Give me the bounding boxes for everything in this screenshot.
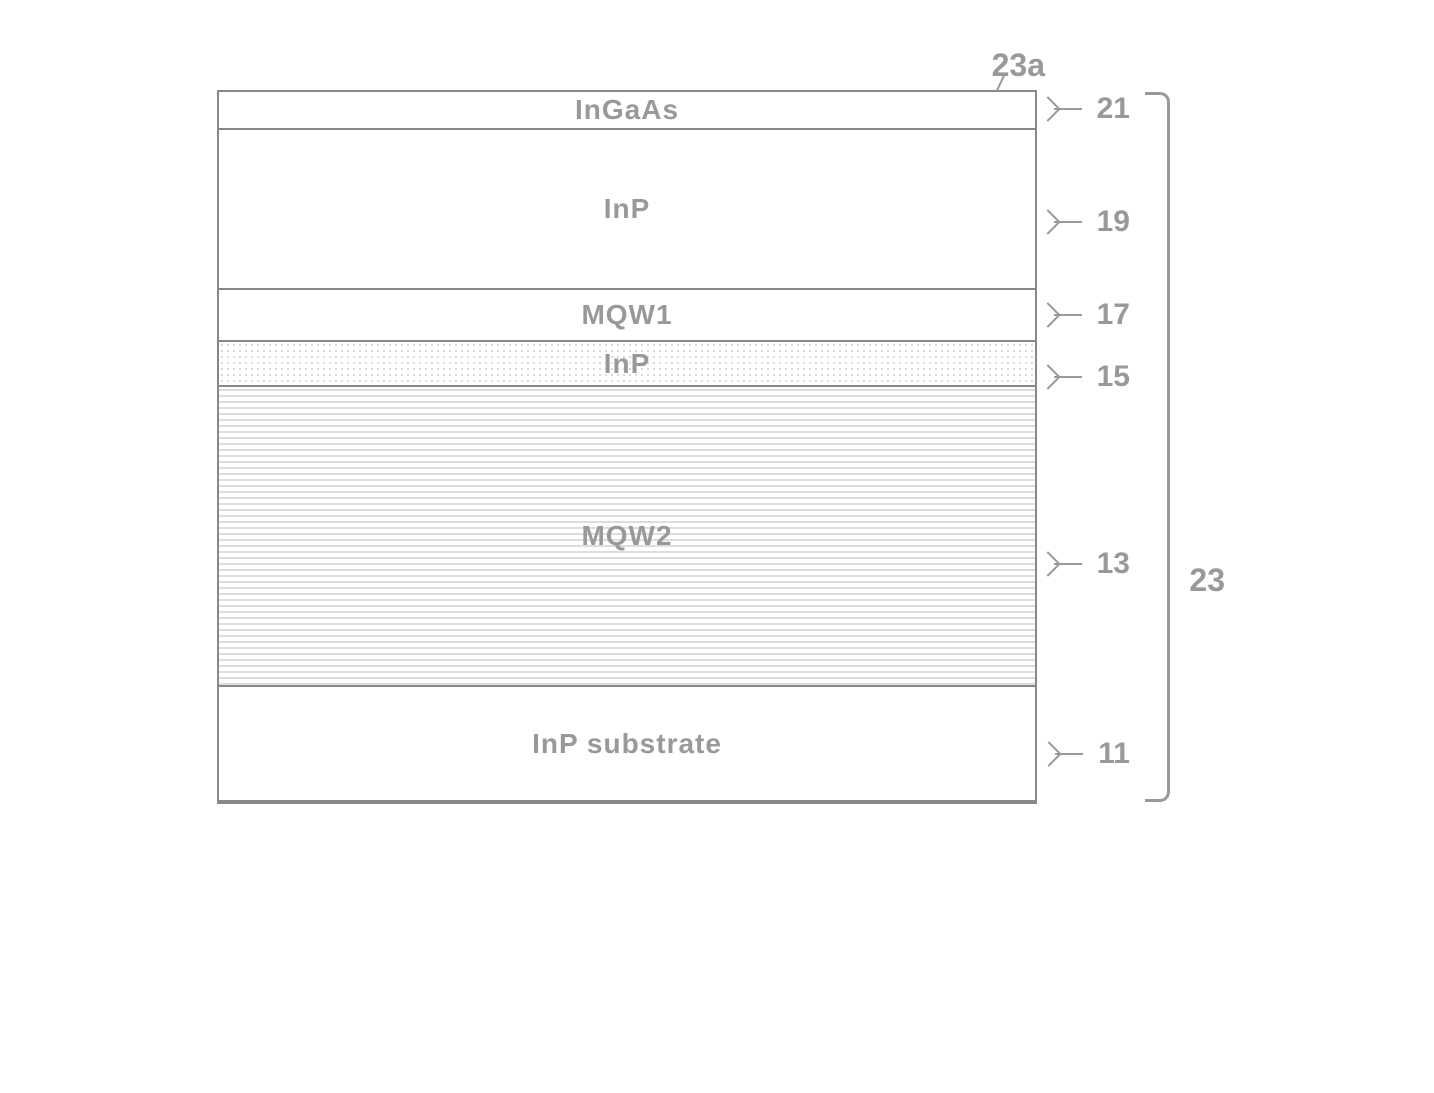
side-number: 13	[1097, 547, 1130, 581]
tick-mark	[1055, 753, 1090, 755]
side-number: 21	[1097, 92, 1130, 126]
layer-label-5: InP substrate	[532, 728, 722, 760]
layer-0: InGaAs21	[219, 92, 1035, 130]
bracket-label: 23	[1189, 562, 1225, 599]
layer-5: InP substrate11	[219, 687, 1035, 802]
layer-label-4: MQW2	[581, 520, 672, 552]
tick-mark	[1054, 563, 1089, 565]
side-label-0: 21	[1054, 92, 1130, 126]
side-label-4: 13	[1054, 547, 1130, 581]
tick-mark	[1054, 221, 1089, 223]
layer-label-3: InP	[604, 348, 651, 380]
layer-label-0: InGaAs	[575, 94, 679, 126]
layer-stack: 23a InGaAs21InP19MQW117InP15MQW213InP su…	[217, 90, 1037, 804]
side-label-2: 17	[1054, 298, 1130, 332]
side-label-1: 19	[1054, 205, 1130, 239]
stack-bracket	[1145, 92, 1170, 802]
side-number: 15	[1097, 360, 1130, 394]
layer-label-2: MQW1	[581, 299, 672, 331]
layer-2: MQW117	[219, 290, 1035, 342]
tick-mark	[1054, 314, 1089, 316]
side-number: 19	[1097, 205, 1130, 239]
side-number: 17	[1097, 298, 1130, 332]
layer-3: InP15	[219, 342, 1035, 387]
layer-4: MQW213	[219, 387, 1035, 687]
layer-1: InP19	[219, 130, 1035, 290]
layer-label-1: InP	[604, 193, 651, 225]
layer-stack-diagram: 23a InGaAs21InP19MQW117InP15MQW213InP su…	[217, 40, 1217, 804]
tick-mark	[1054, 376, 1089, 378]
side-number: 11	[1098, 737, 1130, 771]
side-label-3: 15	[1054, 360, 1130, 394]
tick-mark	[1054, 108, 1089, 110]
side-label-5: 11	[1055, 737, 1130, 771]
